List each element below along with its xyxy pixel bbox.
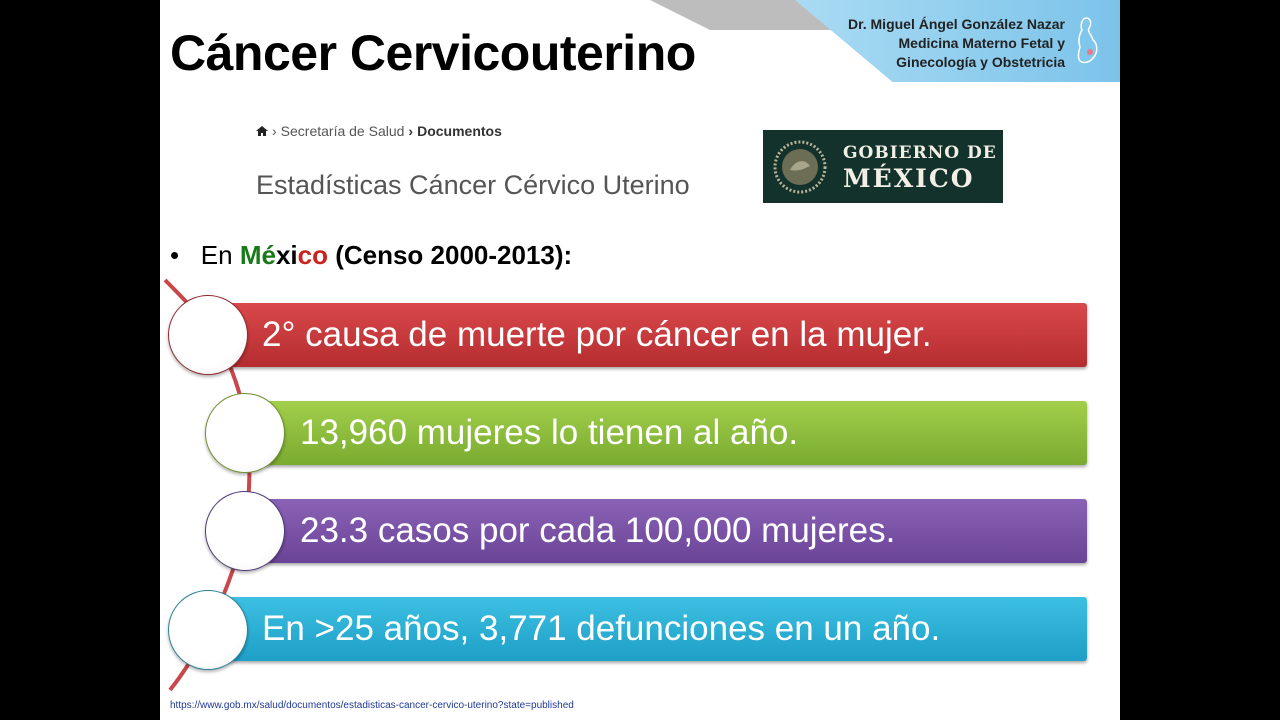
breadcrumb-separator: › <box>408 123 414 139</box>
stat-text-4: En >25 años, 3,771 defunciones en un año… <box>262 609 941 648</box>
breadcrumb-item-secretaria[interactable]: Secretaría de Salud <box>280 123 405 139</box>
logo-line-2: MÉXICO <box>843 164 975 193</box>
mexico-red: co <box>297 240 328 270</box>
bullet-point: • En México (Censo 2000-2013): <box>170 240 573 270</box>
home-icon[interactable] <box>256 125 268 137</box>
timeline-node-2 <box>205 393 285 473</box>
stat-text-2: 13,960 mujeres lo tienen al año. <box>300 413 799 452</box>
slide: Dr. Miguel Ángel González Nazar Medicina… <box>160 0 1120 720</box>
page-heading: Estadísticas Cáncer Cérvico Uterino <box>256 170 690 200</box>
breadcrumb-separator: › <box>272 123 277 139</box>
breadcrumb-item-documentos[interactable]: Documentos <box>417 123 502 139</box>
slide-title: Cáncer Cervicouterino <box>170 25 696 81</box>
source-link[interactable]: https://www.gob.mx/salud/documentos/esta… <box>170 700 574 711</box>
stat-bar-4: En >25 años, 3,771 defunciones en un año… <box>225 597 1087 661</box>
breadcrumb: › Secretaría de Salud › Documentos <box>256 123 502 139</box>
bullet-prefix: En <box>200 240 240 270</box>
timeline-node-3 <box>205 491 285 571</box>
coat-of-arms-icon <box>773 140 827 194</box>
stat-text-1: 2° causa de muerte por cáncer en la muje… <box>262 315 932 354</box>
author-name: Dr. Miguel Ángel González Nazar <box>847 16 1065 32</box>
bullet-suffix: (Censo 2000-2013): <box>327 240 573 270</box>
author-specialty: Medicina Materno Fetal y <box>898 35 1065 51</box>
timeline-node-4 <box>168 590 248 670</box>
gobierno-de-mexico-logo: GOBIERNO DE MÉXICO <box>763 130 1003 203</box>
pregnant-woman-icon <box>1077 17 1098 64</box>
mexico-white: xi <box>275 240 298 270</box>
logo-line-1: GOBIERNO DE <box>843 143 997 163</box>
stat-bar-3: 23.3 casos por cada 100,000 mujeres. <box>265 499 1087 563</box>
stat-bar-1: 2° causa de muerte por cáncer en la muje… <box>225 303 1087 367</box>
mexico-green: Mé <box>239 240 276 270</box>
timeline-node-1 <box>168 295 248 375</box>
author-specialty-2: Ginecología y Obstetricia <box>896 54 1065 70</box>
stat-bar-2: 13,960 mujeres lo tienen al año. <box>265 401 1087 465</box>
stat-text-3: 23.3 casos por cada 100,000 mujeres. <box>300 511 896 550</box>
